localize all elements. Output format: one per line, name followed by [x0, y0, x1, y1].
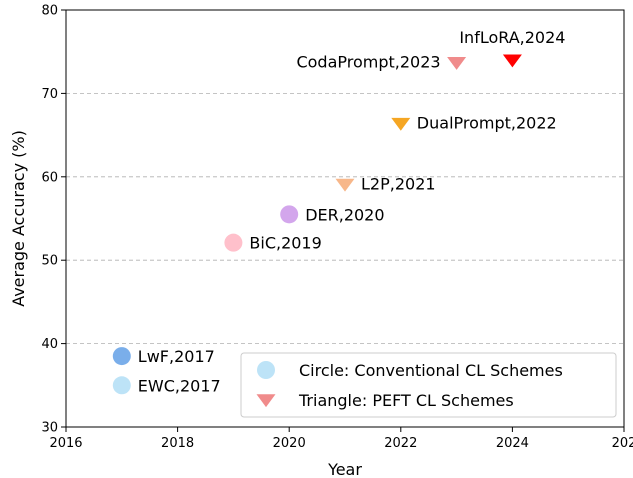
point-lwf [112, 347, 131, 366]
y-tick-label: 30 [41, 421, 58, 436]
y-tick-label: 60 [41, 170, 58, 185]
legend-label: Circle: Conventional CL Schemes [299, 361, 563, 380]
x-axis-title: Year [327, 460, 362, 478]
axis-ticks: 2016 2018 2020 2022 2024 202 30 40 50 60 70 80 [41, 4, 633, 452]
y-axis-title: Average Accuracy (%) [9, 130, 28, 307]
point-label-ewc: EWC,2017 [138, 376, 221, 395]
point-label-bic: BiC,2019 [249, 234, 321, 253]
x-tick-label: 2024 [496, 436, 529, 451]
point-label-l2p: L2P,2021 [361, 174, 436, 193]
gridlines [66, 93, 624, 345]
legend-marker-triangle [256, 394, 276, 408]
legend-box [240, 352, 617, 418]
y-tick-label: 50 [41, 254, 58, 269]
x-tick-label: 2018 [161, 436, 194, 451]
x-tick-label: 202 [612, 436, 633, 451]
y-tick-label: 40 [41, 337, 58, 352]
legend-marker-circle [257, 361, 275, 379]
x-tick-label: 2016 [49, 436, 82, 451]
point-der [280, 205, 299, 224]
point-label-der: DER,2020 [305, 205, 384, 224]
x-tick-label: 2022 [384, 436, 417, 451]
point-l2p [335, 178, 355, 192]
point-codaprompt [447, 57, 467, 70]
y-tick-label: 70 [41, 87, 58, 102]
point-label-codaprompt: CodaPrompt,2023 [296, 53, 440, 72]
point-ewc [112, 376, 131, 395]
point-label-dualprompt: DualPrompt,2022 [417, 114, 557, 133]
point-inflora [502, 54, 522, 68]
legend-label: Triangle: PEFT CL Schemes [298, 391, 514, 410]
point-labels: LwF,2017 EWC,2017 BiC,2019 DER,2020 L2P,2021… [138, 28, 566, 395]
plot-frame [65, 9, 625, 428]
legend: Circle: Conventional CL Schemes Triangle:… [240, 352, 617, 418]
point-label-lwf: LwF,2017 [138, 347, 215, 366]
point-bic [224, 233, 243, 252]
point-label-inflora: InfLoRA,2024 [459, 28, 565, 47]
x-tick-label: 2020 [273, 436, 306, 451]
data-points [112, 54, 522, 395]
point-dualprompt [391, 117, 411, 131]
y-tick-label: 80 [41, 4, 58, 19]
